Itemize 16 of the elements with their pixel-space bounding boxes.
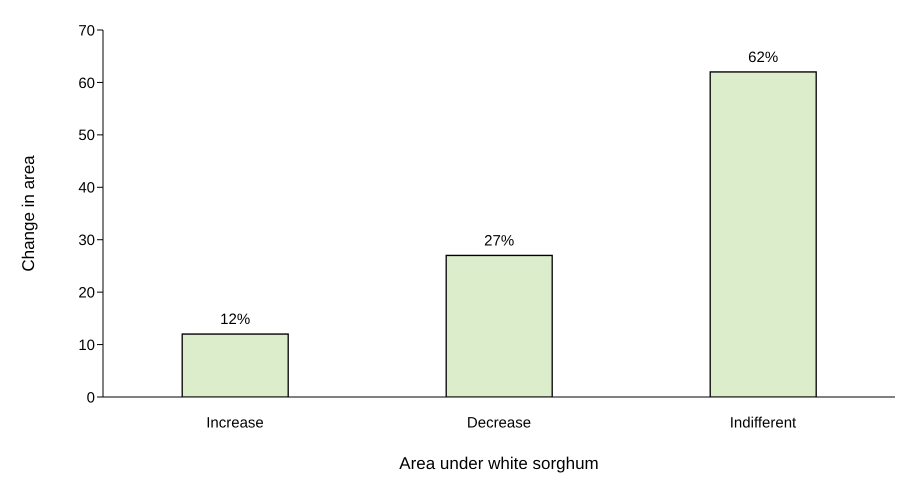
y-tick-label: 70 — [78, 22, 95, 40]
y-tick-label: 20 — [78, 284, 95, 302]
y-tick-label: 50 — [78, 127, 95, 144]
x-tick-label: Decrease — [466, 414, 532, 432]
y-axis-title: Change in area — [19, 154, 38, 272]
x-axis-title: Area under white sorghum — [399, 454, 599, 473]
y-tick-label: 10 — [78, 336, 95, 354]
x-tick-label: Indifferent — [730, 414, 798, 432]
data-label: 62% — [748, 48, 778, 66]
y-tick-label: 0 — [86, 389, 95, 406]
y-tick-label: 60 — [78, 74, 95, 92]
y-tick-label: 30 — [78, 232, 95, 250]
x-tick-label: Increase — [206, 414, 264, 432]
data-label: 12% — [220, 311, 250, 328]
y-tick-label: 40 — [78, 180, 95, 197]
data-label: 27% — [484, 232, 514, 250]
